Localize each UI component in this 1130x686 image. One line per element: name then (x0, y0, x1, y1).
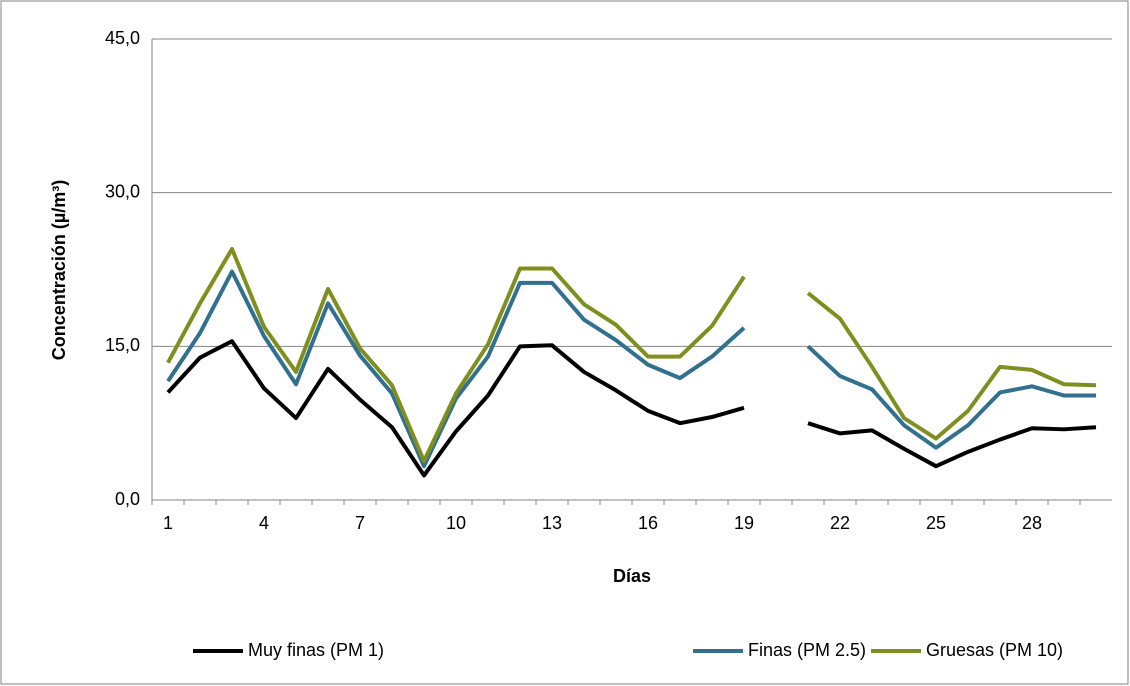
y-tick-label: 15,0 (105, 335, 140, 355)
x-axis-title: Días (613, 566, 651, 586)
x-tick-label: 13 (542, 513, 562, 533)
y-tick-label: 45,0 (105, 28, 140, 48)
x-tick-label: 7 (355, 513, 365, 533)
legend-label: Muy finas (PM 1) (248, 640, 384, 660)
x-tick-label: 28 (1022, 513, 1042, 533)
series-line (166, 269, 1096, 469)
x-tick-label: 4 (259, 513, 269, 533)
x-tick-label: 25 (926, 513, 946, 533)
x-tick-label: 10 (446, 513, 466, 533)
y-axis-title: Concentración (µ/m³) (49, 180, 69, 360)
x-tick-label: 19 (734, 513, 754, 533)
legend-label: Gruesas (PM 10) (926, 640, 1063, 660)
x-tick-label: 16 (638, 513, 658, 533)
legend-label: Finas (PM 2.5) (748, 640, 866, 660)
x-tick-label: 1 (163, 513, 173, 533)
x-tick-label: 22 (830, 513, 850, 533)
y-tick-label: 30,0 (105, 181, 140, 201)
series-line (166, 247, 1097, 464)
series-line (166, 339, 1097, 478)
y-tick-label: 0,0 (115, 489, 140, 509)
